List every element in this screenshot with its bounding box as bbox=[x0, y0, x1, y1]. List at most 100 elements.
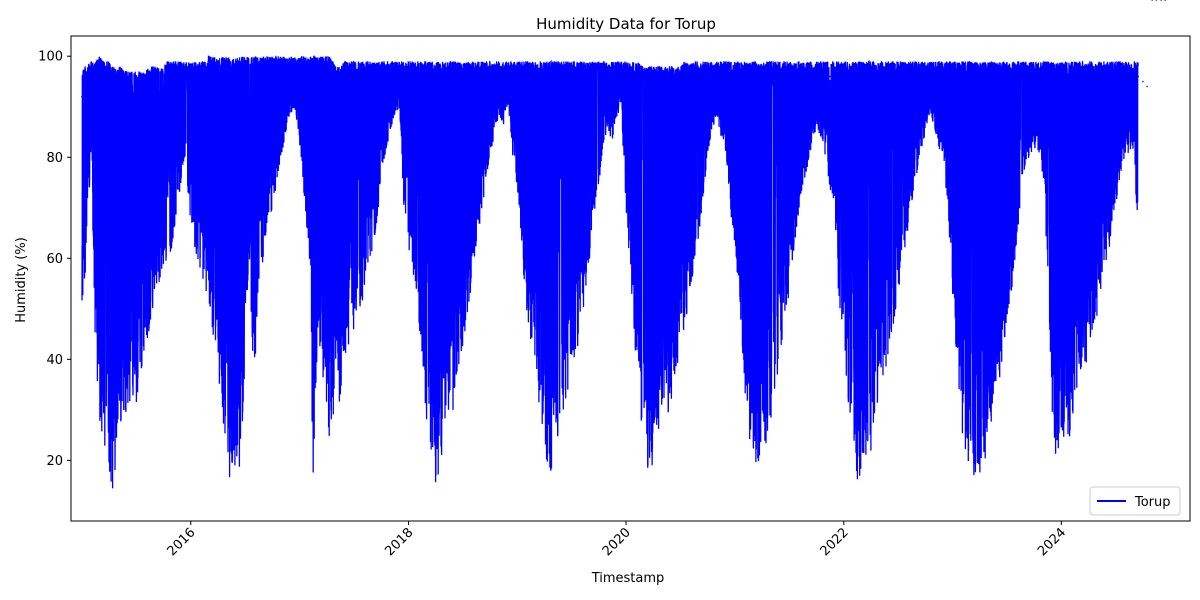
data-point bbox=[616, 75, 618, 78]
data-point bbox=[991, 156, 994, 159]
data-point bbox=[725, 75, 727, 78]
data-point bbox=[815, 85, 818, 88]
data-point bbox=[157, 95, 160, 98]
data-point bbox=[679, 176, 682, 179]
data-point bbox=[538, 196, 540, 199]
legend: Torup bbox=[1089, 486, 1181, 516]
data-point bbox=[325, 181, 328, 184]
data-point bbox=[688, 156, 691, 159]
data-point bbox=[103, 257, 105, 260]
data-point bbox=[330, 207, 332, 209]
data-point bbox=[148, 126, 151, 128]
data-point bbox=[1078, 156, 1080, 159]
data-point bbox=[901, 126, 903, 128]
data-point bbox=[882, 166, 885, 169]
y-tick-label: 40 bbox=[46, 353, 63, 368]
data-point bbox=[217, 181, 219, 184]
data-point bbox=[556, 217, 558, 219]
data-point bbox=[434, 227, 437, 229]
data-point bbox=[199, 105, 201, 108]
data-point bbox=[583, 156, 586, 159]
data-point bbox=[1133, 70, 1135, 73]
data-point bbox=[1000, 136, 1003, 138]
data-point bbox=[334, 196, 337, 199]
data-point bbox=[593, 116, 595, 118]
data-point bbox=[607, 85, 609, 88]
data-point bbox=[1124, 75, 1126, 78]
data-point bbox=[362, 136, 364, 138]
data-point bbox=[792, 146, 794, 148]
data-point bbox=[783, 166, 785, 169]
data-point bbox=[892, 146, 894, 148]
data-point bbox=[1087, 136, 1090, 138]
data-point bbox=[1019, 95, 1021, 98]
data-point bbox=[320, 166, 323, 169]
data-point bbox=[280, 65, 283, 68]
data-point bbox=[262, 95, 265, 98]
data-point bbox=[525, 131, 528, 133]
data-point bbox=[207, 131, 210, 133]
data-point bbox=[1009, 116, 1012, 118]
data-point bbox=[634, 131, 637, 133]
data-point bbox=[502, 70, 505, 73]
data-point bbox=[1160, 0, 1162, 1]
data-point bbox=[734, 95, 736, 98]
data-point bbox=[833, 85, 836, 88]
data-point bbox=[978, 186, 981, 189]
data-point bbox=[380, 90, 382, 93]
data-point bbox=[1005, 126, 1008, 128]
data-point bbox=[480, 105, 482, 108]
data-point bbox=[1096, 116, 1099, 118]
data-point bbox=[910, 105, 912, 108]
data-point bbox=[1151, 0, 1153, 1]
data-point bbox=[860, 207, 863, 209]
data-point bbox=[81, 95, 83, 98]
data-point bbox=[665, 207, 668, 209]
data-point bbox=[108, 181, 110, 184]
data-point bbox=[942, 90, 945, 93]
data-point bbox=[498, 75, 500, 78]
data-point bbox=[452, 186, 455, 189]
data-point bbox=[248, 105, 250, 108]
data-point bbox=[652, 207, 654, 209]
data-point bbox=[516, 85, 519, 88]
data-point bbox=[906, 116, 908, 118]
data-point bbox=[987, 166, 990, 169]
y-axis: 20 40 60 80 100 bbox=[38, 50, 71, 469]
data-point bbox=[447, 196, 450, 199]
data-point bbox=[425, 181, 427, 184]
data-point bbox=[1164, 0, 1167, 1]
data-point bbox=[874, 186, 876, 189]
data-point bbox=[230, 196, 232, 199]
data-point bbox=[1014, 105, 1017, 108]
data-point bbox=[421, 156, 423, 159]
data-point bbox=[271, 80, 274, 83]
data-point bbox=[407, 85, 410, 88]
data-point bbox=[475, 116, 477, 118]
data-point bbox=[1051, 131, 1053, 133]
data-point bbox=[770, 196, 772, 199]
data-point bbox=[797, 131, 799, 133]
data-point bbox=[570, 186, 572, 189]
data-point bbox=[126, 217, 128, 219]
data-point bbox=[547, 232, 550, 234]
data-point bbox=[429, 207, 432, 209]
data-point bbox=[716, 80, 718, 83]
data-point bbox=[184, 65, 187, 68]
data-point bbox=[643, 176, 645, 179]
data-point bbox=[166, 80, 169, 83]
data-point bbox=[162, 85, 165, 88]
data-point bbox=[375, 105, 378, 108]
data-point bbox=[1069, 176, 1072, 179]
data-point bbox=[670, 196, 673, 199]
data-point bbox=[674, 186, 677, 189]
data-point bbox=[597, 105, 600, 108]
data-point bbox=[611, 80, 613, 83]
data-point bbox=[316, 146, 319, 148]
data-point bbox=[180, 70, 183, 73]
data-point bbox=[352, 156, 355, 159]
data-point bbox=[112, 282, 114, 285]
data-point bbox=[357, 146, 359, 148]
data-point bbox=[1082, 146, 1085, 148]
data-point bbox=[896, 136, 899, 138]
